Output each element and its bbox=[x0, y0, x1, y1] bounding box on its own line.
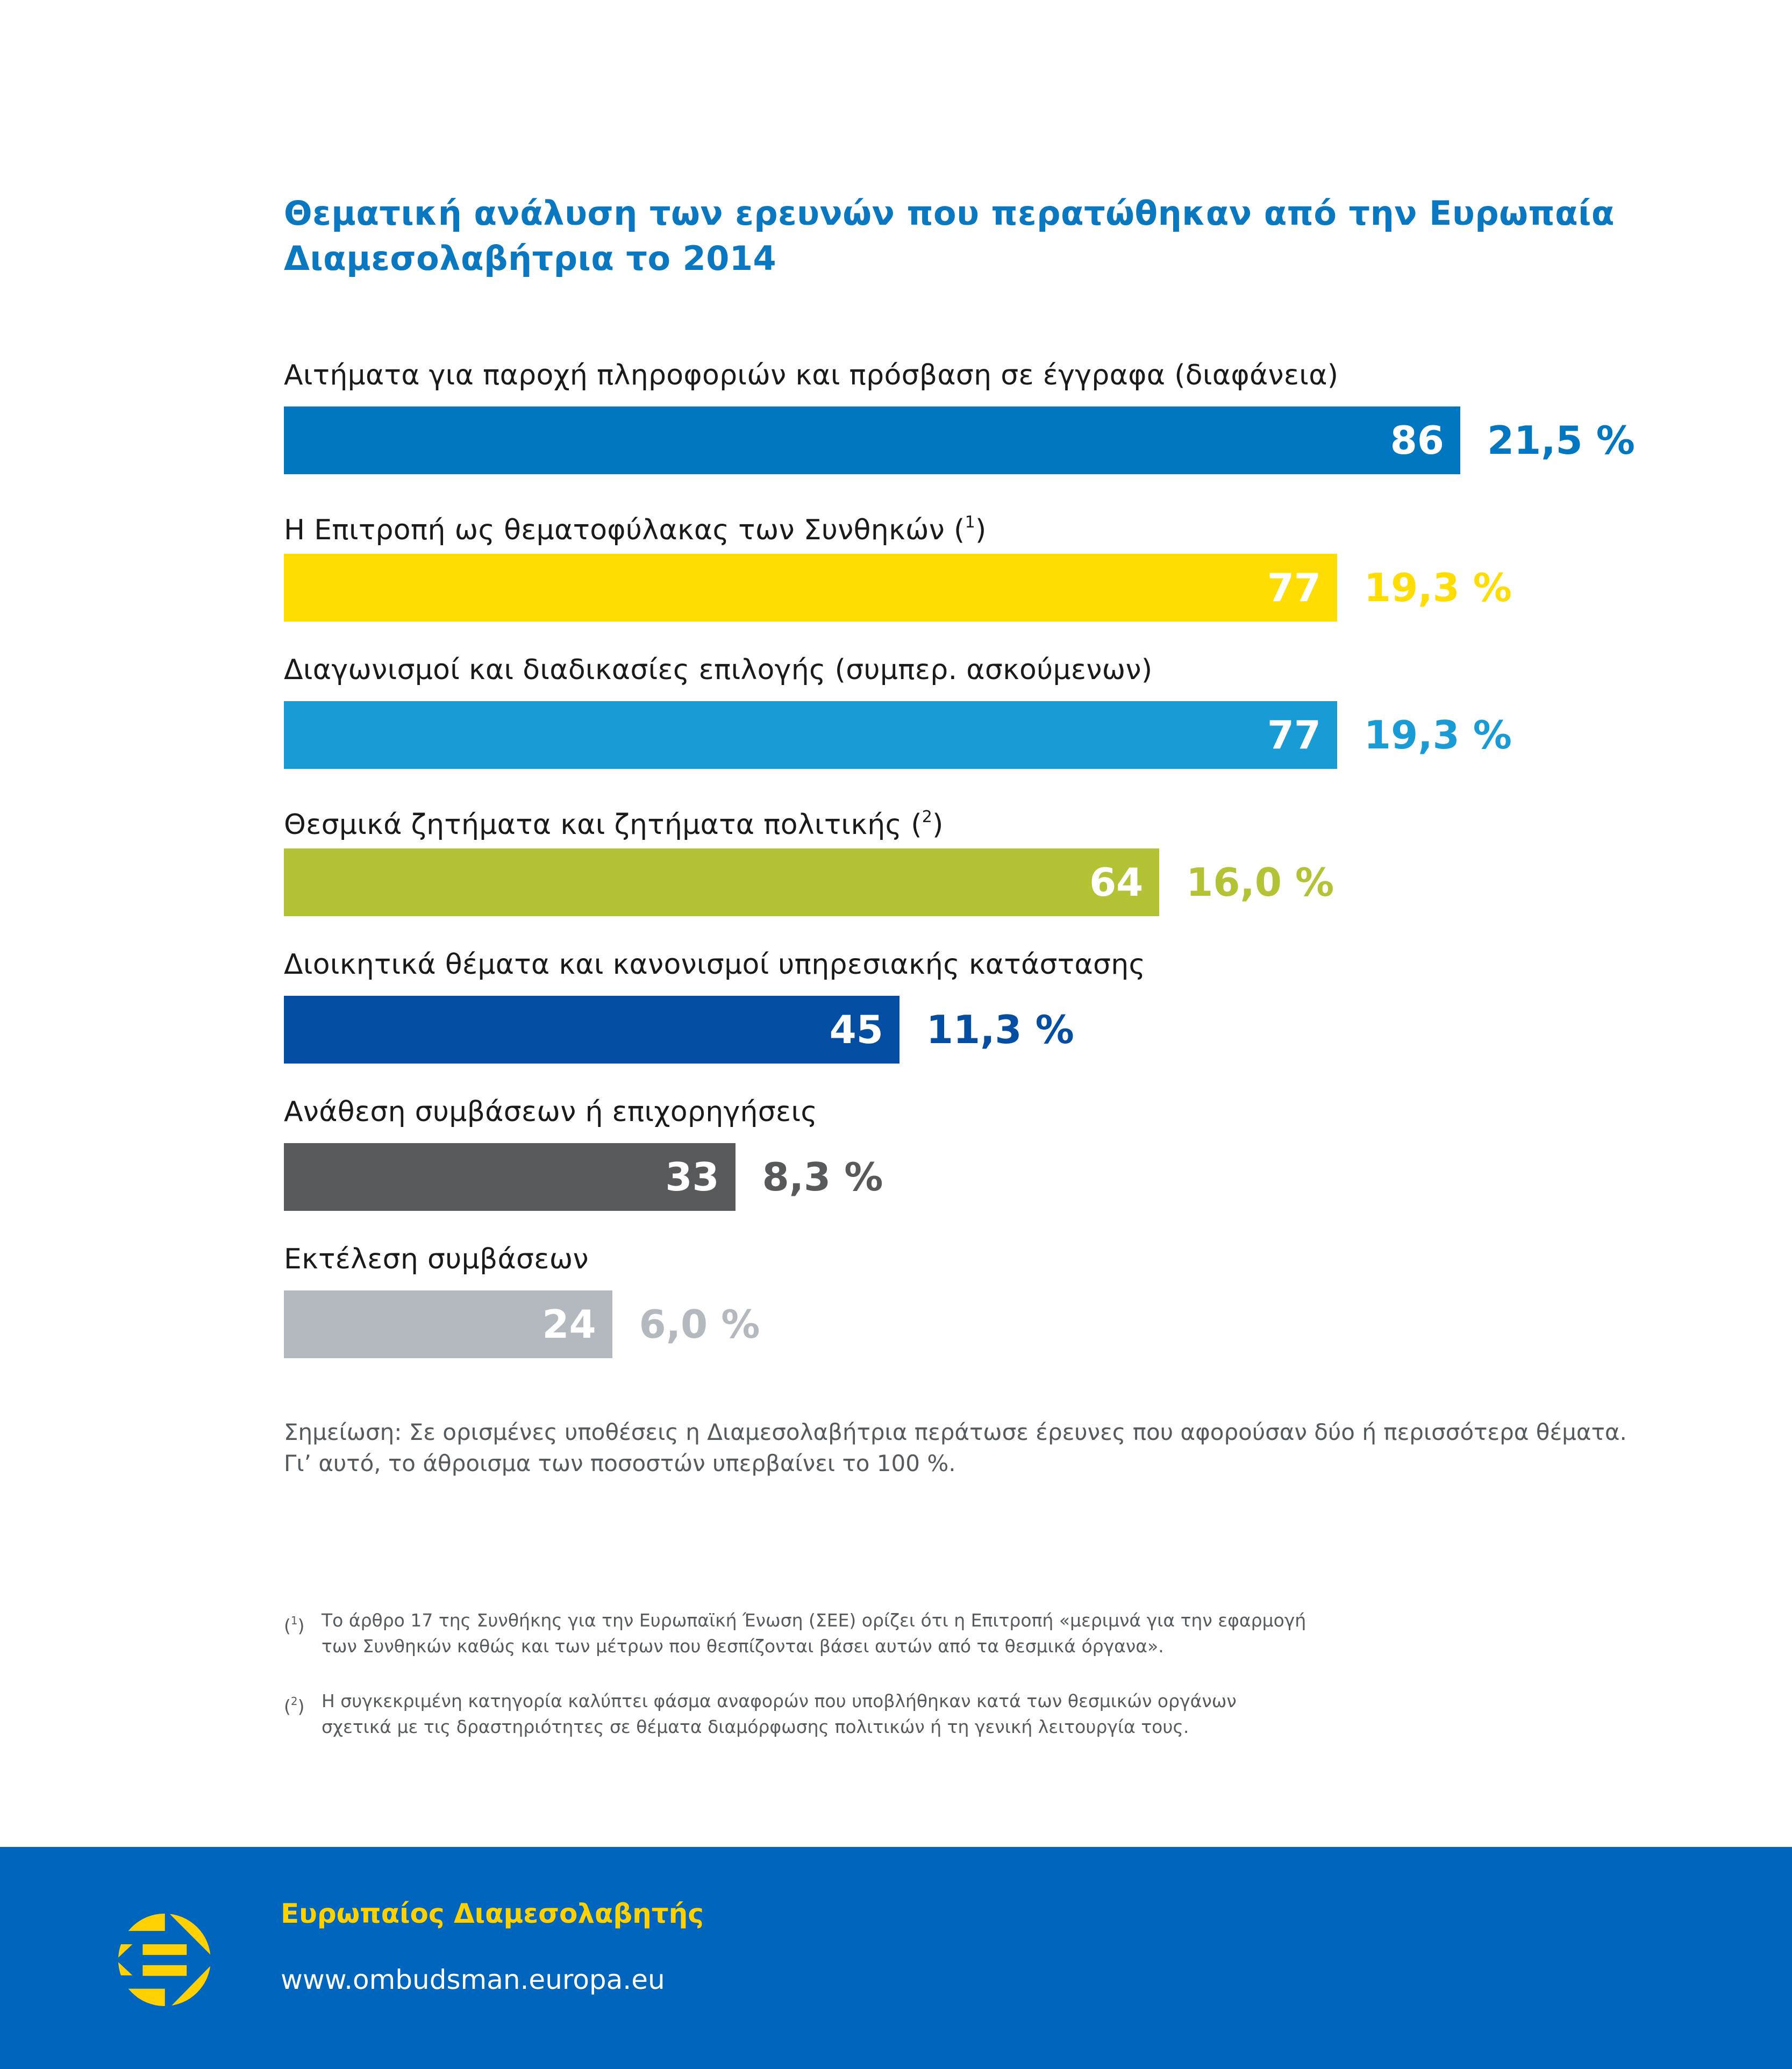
footnote-1-text: Το άρθρο 17 της Συνθήκης για την Ευρωπαϊ… bbox=[322, 1608, 1413, 1659]
chart-title: Θεματική ανάλυση των ερευνών που περατώθ… bbox=[284, 191, 1628, 281]
bar: 33 bbox=[284, 1143, 736, 1211]
note-line-1: Σημείωση: Σε ορισμένες υποθέσεις η Διαμε… bbox=[284, 1419, 1627, 1445]
bar: 77 bbox=[284, 554, 1338, 622]
bar-value-label: 77 bbox=[1267, 565, 1322, 610]
footnote-2-mark: (2) bbox=[284, 1695, 305, 1717]
bar-percent-label: 19,3 % bbox=[1364, 712, 1512, 758]
category-label: Εκτέλεση συμβάσεων bbox=[284, 1243, 589, 1275]
bar: 86 bbox=[284, 406, 1460, 474]
bar: 77 bbox=[284, 701, 1338, 769]
footnote-1-mark: (1) bbox=[284, 1614, 305, 1636]
chart-title-line-2: Διαμεσολαβήτρια το 2014 bbox=[284, 239, 777, 278]
bar: 24 bbox=[284, 1290, 612, 1358]
organization-name: Ευρωπαίος Διαμεσολαβητής bbox=[281, 1898, 704, 1929]
category-label: Διοικητικά θέματα και κανονισμοί υπηρεσι… bbox=[284, 948, 1146, 981]
chart-title-line-1: Θεματική ανάλυση των ερευνών που περατώθ… bbox=[284, 194, 1615, 233]
category-label: Η Επιτροπή ως θεματοφύλακας των Συνθηκών… bbox=[284, 513, 987, 546]
category-label: Αιτήματα για παροχή πληροφοριών και πρόσ… bbox=[284, 359, 1339, 391]
footnote-2-line-2: σχετικά με τις δραστηριότητες σε θέματα … bbox=[322, 1716, 1189, 1737]
bar: 64 bbox=[284, 848, 1160, 916]
category-label: Διαγωνισμοί και διαδικασίες επιλογής (συ… bbox=[284, 654, 1153, 686]
bar-value-label: 45 bbox=[829, 1007, 883, 1052]
european-ombudsman-logo-icon bbox=[118, 1913, 211, 2006]
note-line-2: Γι’ αυτό, το άθροισμα των ποσοστών υπερβ… bbox=[284, 1450, 956, 1476]
bar-value-label: 33 bbox=[665, 1154, 719, 1200]
chart-note: Σημείωση: Σε ορισμένες υποθέσεις η Διαμε… bbox=[284, 1417, 1779, 1479]
bar-percent-label: 8,3 % bbox=[762, 1154, 883, 1200]
footnote-1-line-2: των Συνθηκών καθώς και των μέτρων που θε… bbox=[322, 1636, 1164, 1657]
footnote-1-line-1: Το άρθρο 17 της Συνθήκης για την Ευρωπαϊ… bbox=[322, 1610, 1306, 1631]
bar-percent-label: 11,3 % bbox=[926, 1007, 1074, 1052]
bar-percent-label: 16,0 % bbox=[1186, 860, 1334, 905]
category-label: Ανάθεση συμβάσεων ή επιχορηγήσεις bbox=[284, 1096, 818, 1128]
footnote-2-line-1: Η συγκεκριμένη κατηγορία καλύπτει φάσμα … bbox=[322, 1690, 1237, 1711]
footnote-reference: (1) bbox=[945, 513, 987, 546]
website-link[interactable]: www.ombudsman.europa.eu bbox=[281, 1964, 665, 1995]
category-label: Θεσμικά ζητήματα και ζητήματα πολιτικής … bbox=[284, 808, 944, 841]
bar-value-label: 64 bbox=[1089, 860, 1144, 905]
bar-percent-label: 21,5 % bbox=[1487, 418, 1635, 463]
bar-value-label: 77 bbox=[1267, 712, 1322, 758]
bar-chart: Αιτήματα για παροχή πληροφοριών και πρόσ… bbox=[284, 359, 1635, 1358]
bar-value-label: 24 bbox=[542, 1302, 596, 1347]
bar-percent-label: 6,0 % bbox=[639, 1302, 760, 1347]
footer-banner: Ευρωπαίος Διαμεσολαβητής www.ombudsman.e… bbox=[0, 1847, 1792, 2069]
bar-percent-label: 19,3 % bbox=[1364, 565, 1512, 610]
footnote-reference: (2) bbox=[902, 808, 944, 841]
bar: 45 bbox=[284, 996, 899, 1064]
bar-value-label: 86 bbox=[1390, 418, 1444, 463]
footnote-2-text: Η συγκεκριμένη κατηγορία καλύπτει φάσμα … bbox=[322, 1688, 1413, 1740]
